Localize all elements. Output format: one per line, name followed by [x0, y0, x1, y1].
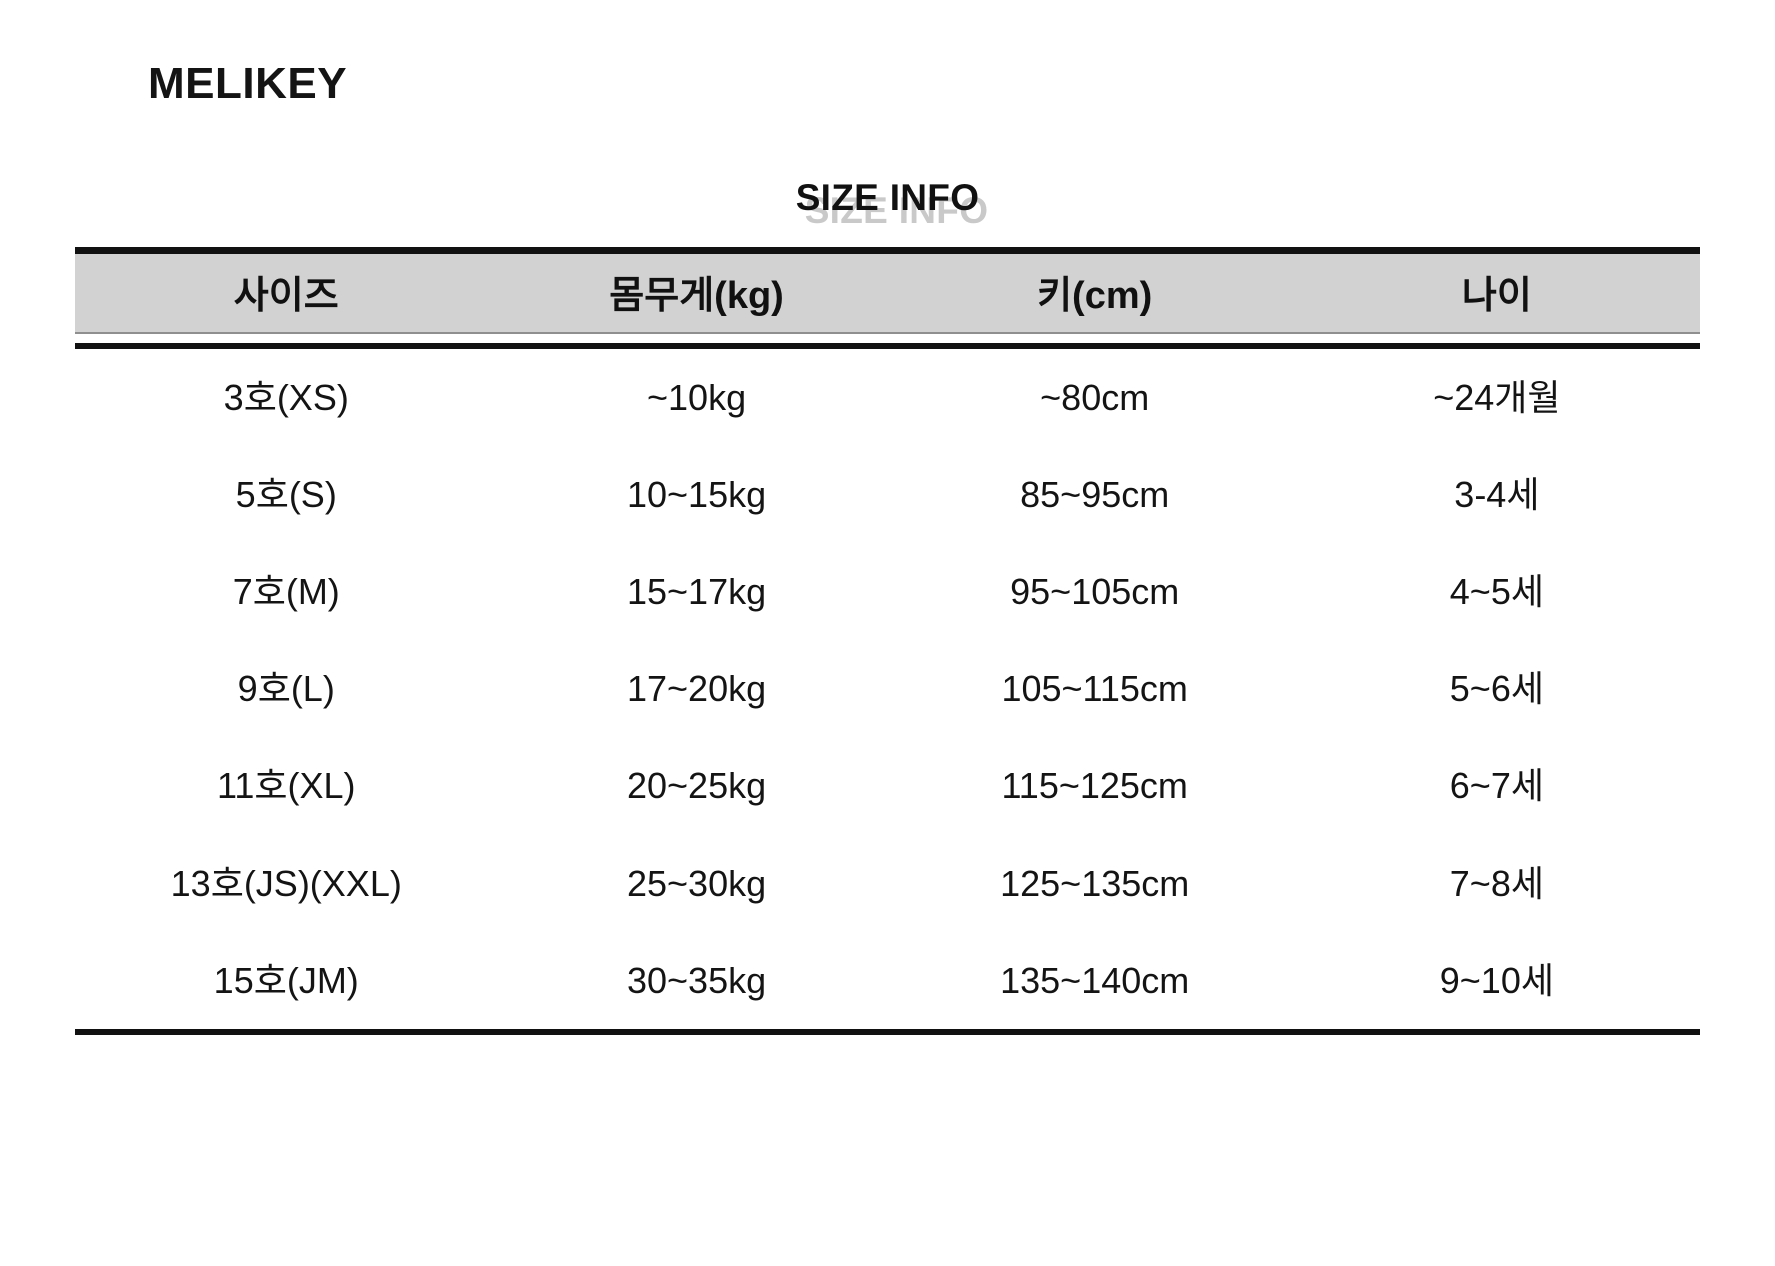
cell-size: 13호(JS)(XXL): [170, 862, 402, 904]
table-row: 15호(JM) 30~35kg 135~140cm 9~10세: [75, 931, 1700, 1036]
page-title-shadow: SIZE INFO: [804, 190, 989, 231]
size-table-body: 3호(XS) ~10kg ~80cm ~24개월 5호(S) 10~15kg 8…: [75, 346, 1700, 1036]
table-row: 7호(M) 15~17kg 95~105cm 4~5세: [75, 543, 1700, 640]
cell-size: 3호(XS): [223, 376, 349, 418]
table-row: 5호(S) 10~15kg 85~95cm 3-4세: [75, 446, 1700, 543]
table-row: 13호(JS)(XXL) 25~30kg 125~135cm 7~8세: [75, 835, 1700, 932]
page-title-text: SIZE INFO: [795, 177, 980, 218]
column-header-weight: 몸무게(kg): [497, 246, 896, 349]
cell-height: 105~115cm: [1001, 668, 1188, 710]
cell-age: 7~8세: [1449, 862, 1544, 904]
page-title: SIZE INFO SIZE INFO: [0, 177, 1775, 231]
cell-height: ~80cm: [1040, 376, 1150, 418]
cell-height: 125~135cm: [1000, 862, 1190, 904]
size-table-head: 사이즈 몸무게(kg) 키(cm) 나이: [75, 246, 1700, 349]
cell-height: 115~125cm: [1001, 765, 1188, 807]
cell-weight: 17~20kg: [626, 668, 767, 710]
cell-weight: 10~15kg: [626, 473, 767, 515]
cell-size: 9호(L): [237, 668, 335, 710]
cell-weight: 15~17kg: [626, 571, 767, 613]
cell-weight: 20~25kg: [626, 765, 767, 807]
cell-age: 6~7세: [1449, 765, 1544, 807]
table-row: 3호(XS) ~10kg ~80cm ~24개월: [75, 346, 1700, 446]
cell-size: 11호(XL): [216, 765, 356, 807]
table-row: 9호(L) 17~20kg 105~115cm 5~6세: [75, 640, 1700, 737]
cell-height: 95~105cm: [1010, 571, 1180, 613]
cell-age: 9~10세: [1293, 931, 1700, 1036]
cell-height: 135~140cm: [895, 931, 1294, 1036]
column-header-height: 키(cm): [895, 246, 1294, 349]
cell-size: 5호(S): [235, 473, 337, 515]
size-table: 사이즈 몸무게(kg) 키(cm) 나이 3호(XS) ~10kg ~80cm …: [75, 246, 1700, 1036]
size-table-container: 사이즈 몸무게(kg) 키(cm) 나이 3호(XS) ~10kg ~80cm …: [75, 246, 1700, 1036]
cell-age: ~24개월: [1433, 376, 1561, 418]
column-header-size: 사이즈: [75, 246, 498, 349]
cell-age: 5~6세: [1449, 668, 1544, 710]
cell-age: 4~5세: [1449, 571, 1544, 613]
cell-height: 85~95cm: [1020, 473, 1170, 515]
cell-size: 7호(M): [232, 571, 340, 613]
table-row: 11호(XL) 20~25kg 115~125cm 6~7세: [75, 737, 1700, 834]
brand-logo: MELIKEY: [148, 59, 348, 108]
column-header-age: 나이: [1293, 246, 1700, 349]
cell-weight: ~10kg: [647, 376, 747, 418]
cell-age: 3-4세: [1454, 473, 1540, 515]
cell-size: 15호(JM): [75, 931, 498, 1036]
cell-weight: 30~35kg: [497, 931, 896, 1036]
cell-weight: 25~30kg: [626, 862, 767, 904]
table-header-row: 사이즈 몸무게(kg) 키(cm) 나이: [75, 246, 1700, 349]
